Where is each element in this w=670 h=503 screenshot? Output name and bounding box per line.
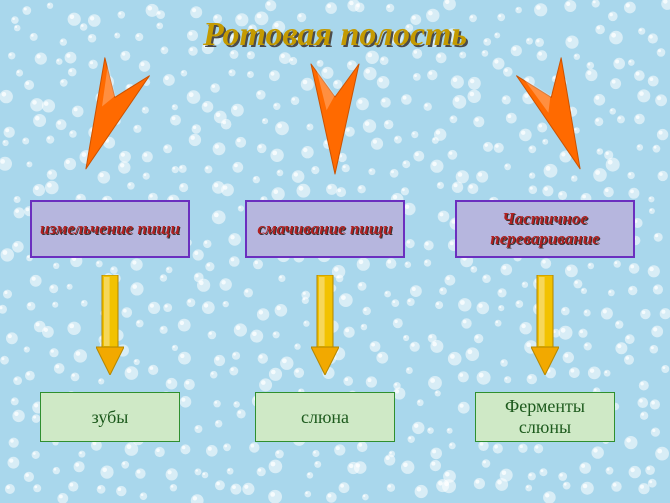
branch-arrow-icon [98, 66, 148, 176]
result-label: Ферменты слюны [482, 396, 608, 438]
result-box: зубы [40, 392, 180, 442]
result-label: зубы [92, 407, 129, 428]
process-label: Частичное переваривание [463, 209, 627, 248]
result-box: слюна [255, 392, 395, 442]
down-arrow-icon [96, 275, 124, 375]
branch-arrow-icon [310, 64, 360, 174]
branch-arrow-icon [518, 66, 568, 176]
diagram-canvas: Ротовая полость измельчение пищи зубы см… [0, 0, 670, 503]
down-arrow-icon [531, 275, 559, 375]
down-arrow-icon [311, 275, 339, 375]
result-box: Ферменты слюны [475, 392, 615, 442]
process-box: измельчение пищи [30, 200, 190, 258]
process-box: Частичное переваривание [455, 200, 635, 258]
diagram-title: Ротовая полость [0, 16, 670, 54]
result-label: слюна [301, 407, 349, 428]
process-label: измельчение пищи [40, 219, 180, 239]
process-label: смачивание пищи [257, 219, 392, 239]
process-box: смачивание пищи [245, 200, 405, 258]
